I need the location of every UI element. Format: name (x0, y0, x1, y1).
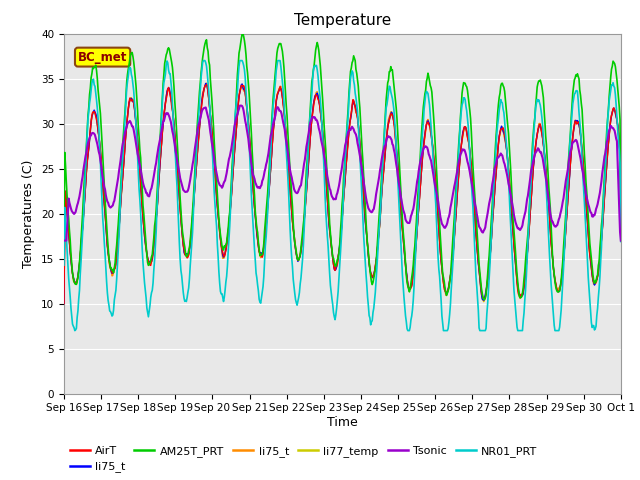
Legend: AirT, li75_t, AM25T_PRT, li75_t, li77_temp, Tsonic, NR01_PRT: AirT, li75_t, AM25T_PRT, li75_t, li77_te… (70, 446, 538, 472)
Y-axis label: Temperatures (C): Temperatures (C) (22, 159, 35, 268)
X-axis label: Time: Time (327, 416, 358, 429)
Text: BC_met: BC_met (78, 50, 127, 63)
Title: Temperature: Temperature (294, 13, 391, 28)
